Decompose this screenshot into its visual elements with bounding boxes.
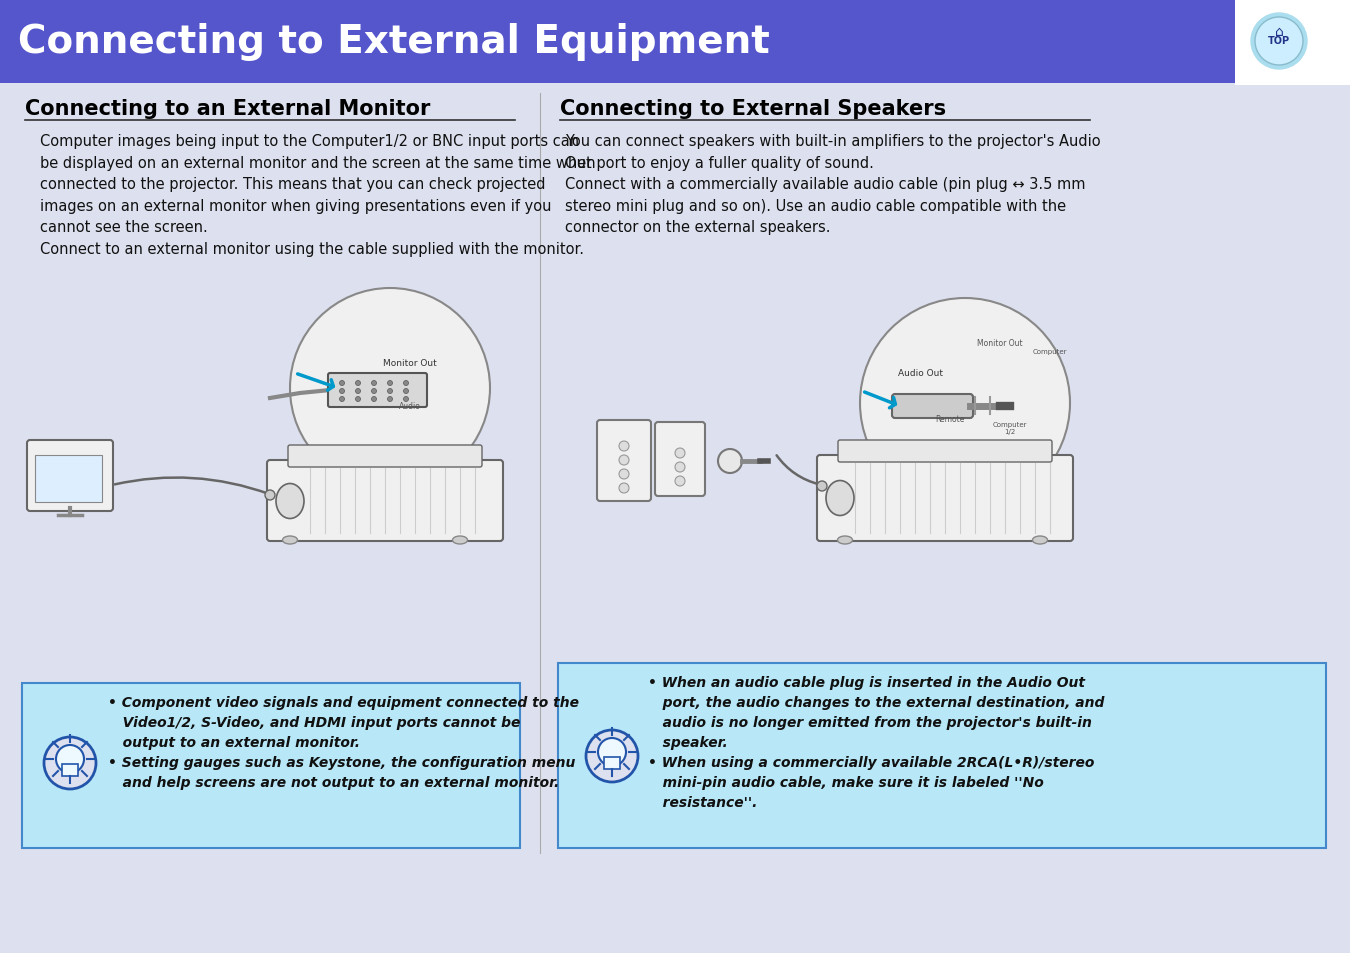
Circle shape [55,745,84,773]
Circle shape [1251,14,1307,70]
Circle shape [620,456,629,465]
Ellipse shape [826,481,855,516]
FancyBboxPatch shape [603,758,620,769]
Circle shape [387,389,393,395]
Text: Connecting to an External Monitor: Connecting to an External Monitor [26,99,431,119]
Circle shape [620,470,629,479]
Circle shape [817,481,828,492]
FancyBboxPatch shape [817,456,1073,541]
Circle shape [371,389,377,395]
Text: Connecting to External Speakers: Connecting to External Speakers [560,99,946,119]
Circle shape [387,381,393,386]
Circle shape [371,381,377,386]
Text: Computer
1/2: Computer 1/2 [992,421,1027,435]
Ellipse shape [275,484,304,519]
FancyBboxPatch shape [0,0,1350,84]
Circle shape [620,441,629,452]
Circle shape [675,449,684,458]
Circle shape [675,462,684,473]
FancyBboxPatch shape [62,764,78,776]
Circle shape [404,381,409,386]
FancyBboxPatch shape [838,440,1052,462]
FancyBboxPatch shape [558,663,1326,848]
Text: Audio: Audio [400,401,421,411]
Text: Connecting to External Equipment: Connecting to External Equipment [18,23,769,61]
Circle shape [339,381,344,386]
FancyBboxPatch shape [22,683,520,848]
Circle shape [718,450,743,474]
Text: Monitor Out: Monitor Out [977,338,1023,348]
Circle shape [339,389,344,395]
Ellipse shape [837,537,852,544]
FancyBboxPatch shape [27,440,113,512]
FancyBboxPatch shape [1235,0,1350,86]
Circle shape [387,397,393,402]
Circle shape [290,289,490,489]
Ellipse shape [452,537,467,544]
Text: TOP: TOP [1268,36,1291,46]
Circle shape [404,397,409,402]
FancyBboxPatch shape [267,460,504,541]
Circle shape [265,491,275,500]
FancyBboxPatch shape [35,456,103,502]
Circle shape [598,739,626,766]
FancyBboxPatch shape [288,446,482,468]
Text: Computer: Computer [1033,349,1068,355]
Circle shape [355,381,360,386]
Text: Audio Out: Audio Out [898,369,942,377]
FancyBboxPatch shape [892,395,973,418]
Circle shape [404,389,409,395]
Text: • Component video signals and equipment connected to the
   Video1/2, S-Video, a: • Component video signals and equipment … [108,696,579,789]
Ellipse shape [282,537,297,544]
Circle shape [860,298,1071,509]
Circle shape [620,483,629,494]
Ellipse shape [1033,537,1048,544]
Circle shape [1256,18,1303,66]
FancyBboxPatch shape [328,374,427,408]
Circle shape [586,730,639,782]
Circle shape [371,397,377,402]
Text: • When an audio cable plug is inserted in the Audio Out
   port, the audio chang: • When an audio cable plug is inserted i… [648,676,1104,809]
Circle shape [45,738,96,789]
Circle shape [355,397,360,402]
FancyBboxPatch shape [655,422,705,497]
Text: Computer images being input to the Computer1/2 or BNC input ports can
be display: Computer images being input to the Compu… [40,133,595,256]
Circle shape [355,389,360,395]
Text: ⌂: ⌂ [1274,25,1284,39]
Text: You can connect speakers with built-in amplifiers to the projector's Audio
Out p: You can connect speakers with built-in a… [566,133,1100,235]
Circle shape [339,397,344,402]
Text: Remote: Remote [936,415,965,423]
Circle shape [675,476,684,486]
FancyBboxPatch shape [597,420,651,501]
Text: Monitor Out: Monitor Out [383,358,437,368]
